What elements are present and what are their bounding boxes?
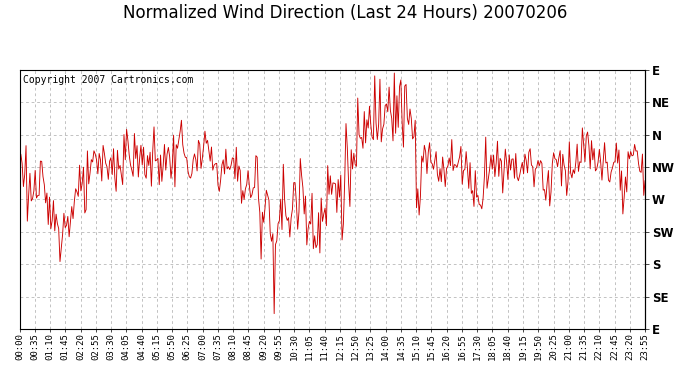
- Text: Copyright 2007 Cartronics.com: Copyright 2007 Cartronics.com: [23, 75, 193, 85]
- Text: Normalized Wind Direction (Last 24 Hours) 20070206: Normalized Wind Direction (Last 24 Hours…: [123, 4, 567, 22]
